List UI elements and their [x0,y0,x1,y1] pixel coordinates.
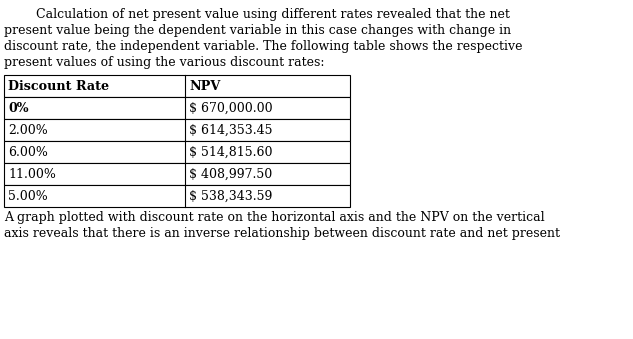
Text: present values of using the various discount rates:: present values of using the various disc… [4,56,325,69]
FancyBboxPatch shape [4,75,350,97]
Text: $ 614,353.45: $ 614,353.45 [189,123,272,137]
Text: Calculation of net present value using different rates revealed that the net: Calculation of net present value using d… [4,8,510,21]
Text: discount rate, the independent variable. The following table shows the respectiv: discount rate, the independent variable.… [4,40,522,53]
Text: $ 514,815.60: $ 514,815.60 [189,145,272,159]
FancyBboxPatch shape [4,141,350,163]
Text: NPV: NPV [189,80,220,93]
Text: $ 408,997.50: $ 408,997.50 [189,167,272,180]
Text: 5.00%: 5.00% [8,190,47,202]
FancyBboxPatch shape [4,97,350,119]
Text: 0%: 0% [8,101,28,115]
Text: axis reveals that there is an inverse relationship between discount rate and net: axis reveals that there is an inverse re… [4,227,560,240]
Text: A graph plotted with discount rate on the horizontal axis and the NPV on the ver: A graph plotted with discount rate on th… [4,211,544,224]
Text: $ 538,343.59: $ 538,343.59 [189,190,272,202]
Text: 11.00%: 11.00% [8,167,56,180]
Text: $ 670,000.00: $ 670,000.00 [189,101,273,115]
Text: 2.00%: 2.00% [8,123,47,137]
FancyBboxPatch shape [4,119,350,141]
FancyBboxPatch shape [4,163,350,185]
FancyBboxPatch shape [4,185,350,207]
Text: 6.00%: 6.00% [8,145,48,159]
Text: Discount Rate: Discount Rate [8,80,109,93]
Text: present value being the dependent variable in this case changes with change in: present value being the dependent variab… [4,24,511,37]
